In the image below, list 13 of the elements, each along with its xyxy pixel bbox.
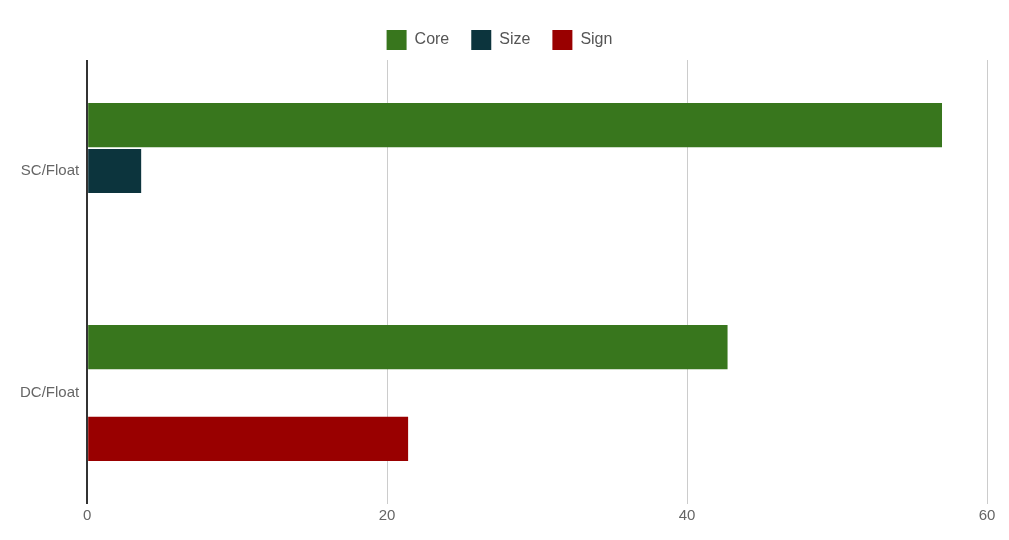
legend-label: Size	[499, 30, 531, 48]
legend-label: Sign	[580, 30, 613, 48]
x-tick-label: 20	[378, 506, 396, 524]
x-tick-label: 60	[978, 506, 996, 524]
y-tick-label: SC/Float	[20, 161, 80, 179]
x-tick-label: 0	[83, 506, 92, 524]
bar	[88, 325, 728, 370]
x-tick-label: 40	[678, 506, 696, 524]
legend-label: Core	[414, 30, 450, 48]
bar	[88, 416, 409, 461]
bar	[88, 148, 142, 194]
y-tick-label: DC/Float	[19, 383, 80, 401]
bar	[88, 103, 943, 148]
